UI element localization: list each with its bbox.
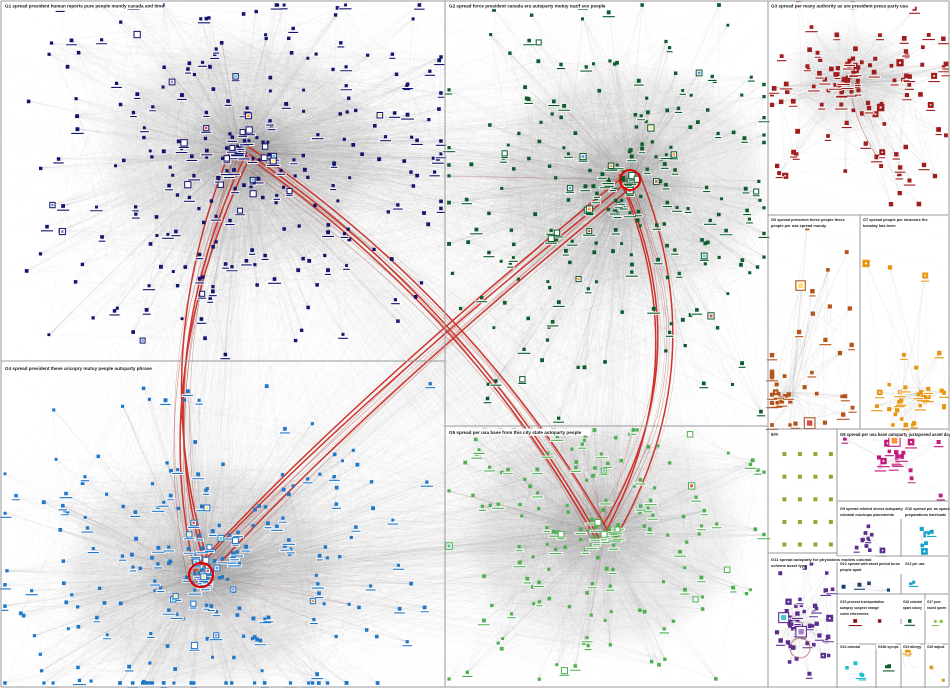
svg-text:scheme asset type: scheme asset type	[771, 563, 807, 568]
svg-text:people per usa spread mundy: people per usa spread mundy	[771, 223, 827, 228]
svg-text:G15 process transportation: G15 process transportation	[840, 600, 884, 604]
svg-text:G4 spread president these aric: G4 spread president these aricopry mutuy…	[5, 366, 152, 371]
svg-text:G1 spread president human repo: G1 spread president human reports pure p…	[5, 4, 164, 9]
svg-text:round queen: round queen	[927, 606, 946, 610]
svg-text:apart colony: apart colony	[903, 606, 922, 610]
svg-text:G15b syrups: G15b syrups	[878, 645, 899, 649]
svg-text:colonial mockups placements: colonial mockups placements	[840, 513, 894, 517]
svg-text:G10 spread per as space: G10 spread per as space	[905, 507, 950, 511]
svg-text:G8 spread per usa base autopar: G8 spread per usa base autoparty juxtapo…	[840, 432, 950, 437]
svg-text:colon retirements: colon retirements	[840, 612, 869, 616]
svg-text:G12 spread with asset period t: G12 spread with asset period turns	[840, 562, 900, 566]
svg-text:G2 spread force president cana: G2 spread force president canada era aut…	[449, 4, 606, 9]
svg-text:G6 spread preisdent these peop: G6 spread preisdent these people these	[771, 217, 846, 222]
svg-text:G9 spread related stress autop: G9 spread related stress autoparty	[840, 507, 904, 511]
svg-text:autopsy suspect orange: autopsy suspect orange	[840, 606, 879, 610]
svg-text:G20 adjust: G20 adjust	[927, 645, 945, 649]
svg-text:people apart: people apart	[840, 568, 862, 572]
svg-text:preparations barricade: preparations barricade	[905, 513, 946, 517]
svg-text:G17 pure: G17 pure	[927, 600, 941, 604]
svg-text:tuesday has been: tuesday has been	[863, 223, 896, 228]
svg-text:G5 spread per usa base from th: G5 spread per usa base from this city st…	[449, 430, 582, 435]
svg-text:G7 spread people per structure: G7 spread people per structure the	[863, 217, 928, 222]
svg-text:G14 colonial: G14 colonial	[840, 645, 860, 649]
svg-text:G16 colonial: G16 colonial	[903, 600, 922, 604]
svg-text:9##: 9##	[771, 432, 779, 437]
svg-text:G19 allergy: G19 allergy	[903, 645, 921, 649]
svg-text:G3 spread per many authority a: G3 spread per many authority as are pres…	[771, 4, 908, 9]
svg-text:G13 per usa: G13 per usa	[905, 562, 925, 566]
